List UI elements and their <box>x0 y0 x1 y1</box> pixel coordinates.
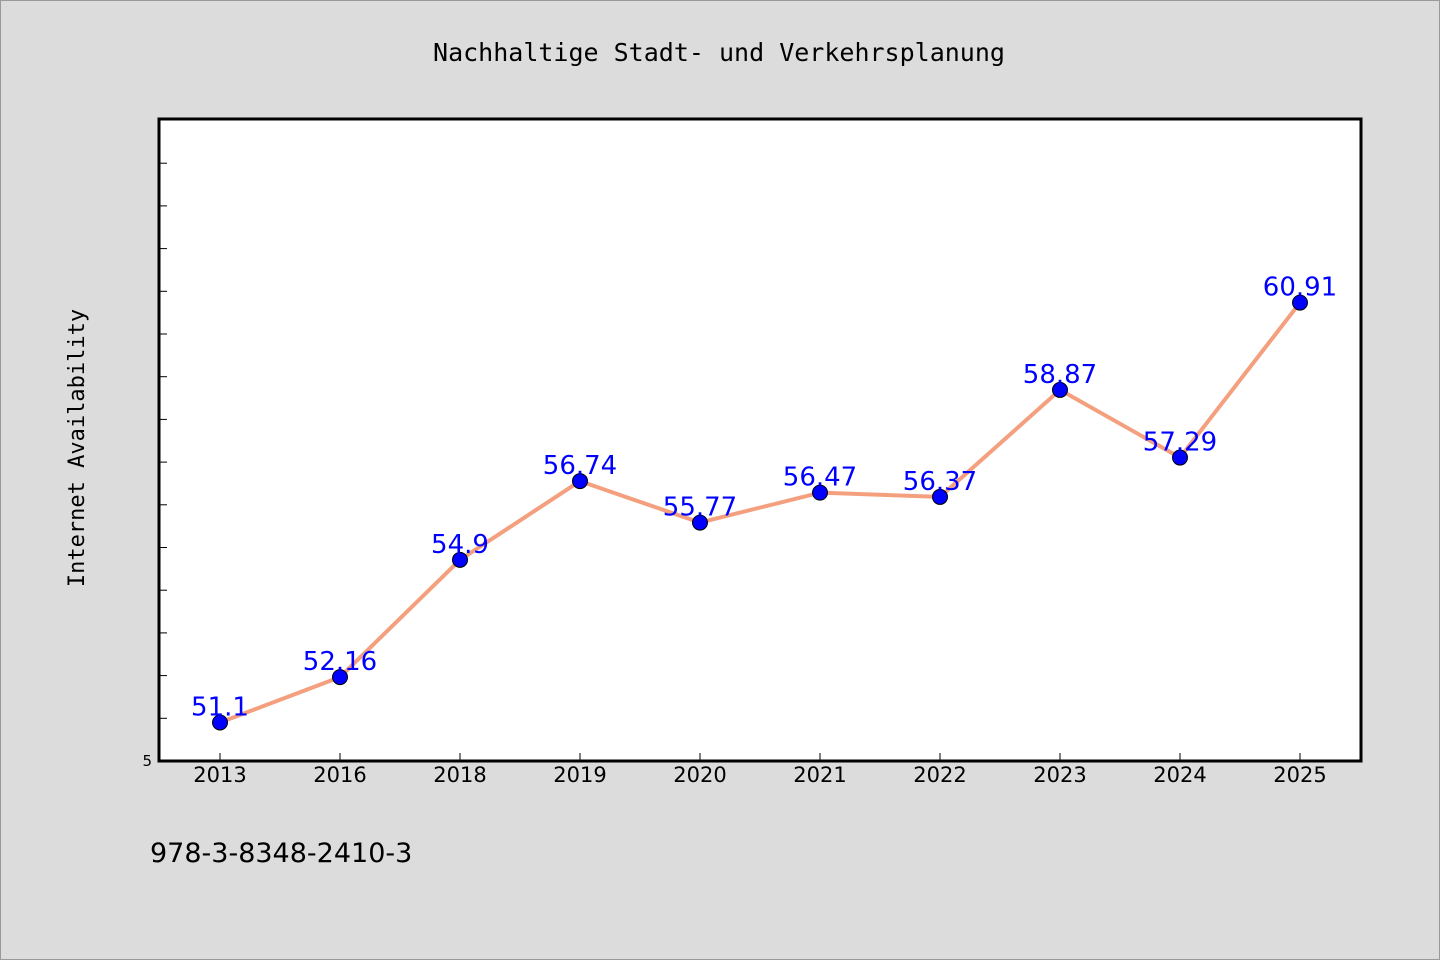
series-line <box>218 300 1302 725</box>
data-point <box>1292 294 1308 311</box>
x-tick-label: 2016 <box>313 763 366 787</box>
x-tick-label: 2013 <box>193 763 246 787</box>
data-point <box>1172 449 1188 466</box>
y-axis-label: Internet Availability <box>65 309 90 587</box>
plot-area <box>157 117 1363 763</box>
data-label: 60.91 <box>1263 273 1337 303</box>
y-tick-label: 5 <box>142 752 152 770</box>
x-tick-label: 2023 <box>1033 763 1086 787</box>
series-points-group <box>212 294 1308 731</box>
data-label: 56.47 <box>783 463 857 493</box>
data-point <box>212 714 228 731</box>
x-tick-label: 2020 <box>673 763 726 787</box>
data-label: 54.9 <box>431 530 489 560</box>
chart-title: Nachhaltige Stadt- und Verkehrsplanung <box>433 38 1005 67</box>
data-label: 52.16 <box>303 647 377 677</box>
data-point <box>812 484 828 501</box>
x-tick-label: 2018 <box>433 763 486 787</box>
x-tick-label: 2022 <box>913 763 966 787</box>
x-tick-label: 2025 <box>1273 763 1326 787</box>
data-label: 56.74 <box>543 451 617 481</box>
data-label: 58.87 <box>1023 360 1097 390</box>
data-point <box>1052 381 1068 398</box>
data-point <box>572 473 588 490</box>
data-labels-group: 51.1 52.16 54.9 56.74 55.77 56.47 56.37 58.87 57… <box>191 273 1337 723</box>
data-label: 56.37 <box>903 467 977 497</box>
series-line-group <box>218 300 1302 725</box>
data-label: 55.77 <box>663 493 737 523</box>
x-tick-label: 2019 <box>553 763 606 787</box>
y-axis-ticks <box>159 162 167 762</box>
x-tick-label: 2021 <box>793 763 846 787</box>
data-label: 51.1 <box>191 692 249 722</box>
data-point <box>692 514 708 531</box>
isbn-text: 978-3-8348-2410-3 <box>150 838 412 869</box>
data-point <box>452 551 468 568</box>
data-point <box>932 488 948 505</box>
x-axis: 2013 2016 2018 2019 2020 2021 2022 2023 2024 2025 <box>193 753 1327 787</box>
data-point <box>332 669 348 686</box>
data-label: 57.29 <box>1143 428 1217 458</box>
x-tick-label: 2024 <box>1153 763 1206 787</box>
